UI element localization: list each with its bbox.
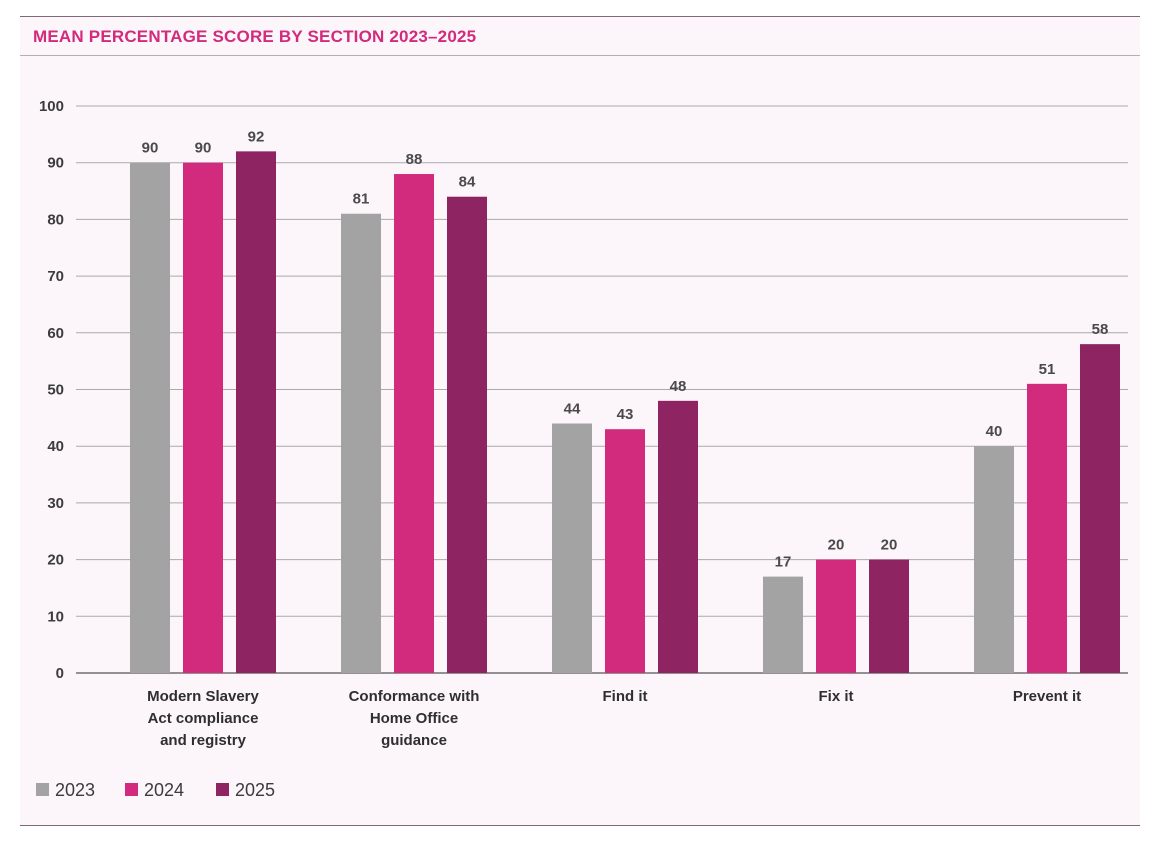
y-tick-label: 70	[47, 268, 64, 285]
category-label: Modern Slavery	[147, 688, 259, 705]
value-label: 58	[1092, 321, 1109, 338]
legend-label: 2023	[55, 780, 95, 800]
bar-2025	[1080, 344, 1120, 673]
title-bar: MEAN PERCENTAGE SCORE BY SECTION 2023–20…	[20, 17, 1140, 56]
y-tick-label: 10	[47, 608, 64, 625]
category-label: Find it	[603, 688, 648, 705]
category-label: Prevent it	[1013, 688, 1081, 705]
value-label: 44	[564, 401, 581, 418]
category-label: Act compliance	[148, 710, 259, 727]
value-label: 48	[670, 378, 687, 395]
legend-swatch	[36, 783, 49, 796]
bar-2023	[974, 446, 1014, 673]
category-label: Fix it	[818, 688, 853, 705]
bar-2024	[816, 559, 856, 673]
bar-2025	[447, 196, 487, 673]
bar-2023	[552, 423, 592, 673]
value-labels: 90 90 92 81 88 84 44 43 48 17 20 20 40 51 58	[142, 128, 1109, 570]
y-tick-label: 50	[47, 382, 64, 399]
value-label: 92	[248, 128, 265, 145]
value-label: 84	[459, 174, 476, 191]
y-tick-label: 30	[47, 495, 64, 512]
bar-2025	[869, 559, 909, 673]
y-tick-label: 0	[56, 665, 64, 682]
legend-label: 2024	[144, 780, 184, 800]
y-tick-label: 90	[47, 155, 64, 172]
y-tick-label: 40	[47, 438, 64, 455]
y-tick-label: 60	[47, 325, 64, 342]
y-tick-label: 80	[47, 211, 64, 228]
category-label: Conformance with	[349, 688, 480, 705]
chart-panel: MEAN PERCENTAGE SCORE BY SECTION 2023–20…	[20, 16, 1140, 826]
value-label: 43	[617, 406, 634, 423]
y-tick-label: 20	[47, 552, 64, 569]
category-label: and registry	[160, 732, 247, 749]
value-label: 81	[353, 191, 370, 208]
bar-2023	[763, 576, 803, 673]
bar-2024	[1027, 383, 1067, 673]
x-axis: Modern Slavery Act compliance and registry…	[147, 688, 1081, 749]
value-label: 17	[775, 554, 792, 571]
y-axis: 0 10 20 30 40 50 60 70 80 90 100	[39, 98, 64, 682]
value-label: 90	[142, 140, 159, 157]
legend-label: 2025	[235, 780, 275, 800]
value-label: 88	[406, 151, 423, 168]
bar-2025	[236, 151, 276, 674]
legend-swatch	[125, 783, 138, 796]
value-label: 51	[1039, 361, 1056, 378]
value-label: 20	[828, 537, 845, 554]
legend-item-2023[interactable]: 2023	[36, 780, 95, 800]
legend-item-2024[interactable]: 2024	[125, 780, 184, 800]
bar-2024	[394, 174, 434, 674]
bar-2024	[183, 162, 223, 673]
legend[interactable]: 2023 2024 2025	[36, 780, 275, 800]
legend-swatch	[216, 783, 229, 796]
bar-chart: 0 10 20 30 40 50 60 70 80 90 100 90 90 92 81 88 84 44 43 4…	[36, 98, 1128, 800]
category-label: Home Office	[370, 710, 458, 727]
bar-2024	[605, 429, 645, 673]
value-label: 90	[195, 140, 212, 157]
bars	[130, 151, 1120, 674]
value-label: 20	[881, 537, 898, 554]
category-label: guidance	[381, 732, 447, 749]
bar-2023	[341, 213, 381, 674]
value-label: 40	[986, 423, 1003, 440]
y-tick-label: 100	[39, 98, 64, 115]
bar-2023	[130, 162, 170, 673]
grid	[76, 105, 1128, 674]
bar-2025	[658, 400, 698, 673]
chart-title: MEAN PERCENTAGE SCORE BY SECTION 2023–20…	[33, 27, 477, 46]
legend-item-2025[interactable]: 2025	[216, 780, 275, 800]
